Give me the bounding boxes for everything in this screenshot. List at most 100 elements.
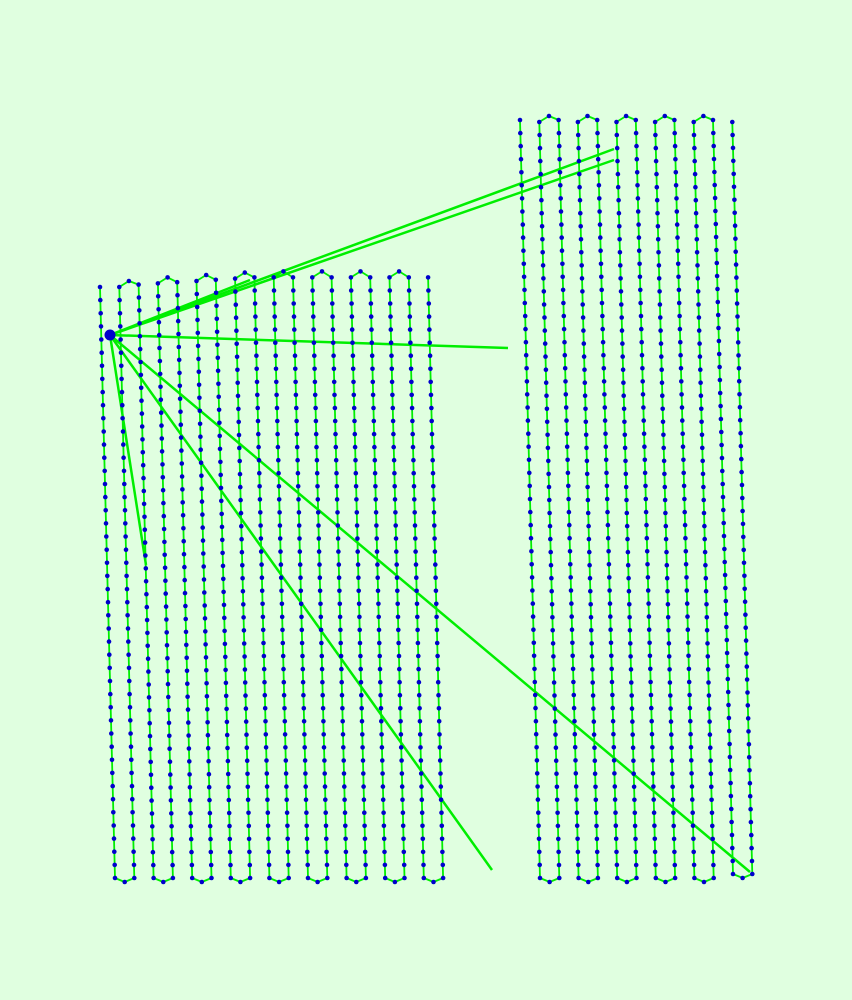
waypoint-dot — [614, 862, 620, 868]
waypoint-dot — [597, 196, 602, 201]
home-icon[interactable] — [104, 329, 116, 341]
waypoint-dot — [293, 392, 299, 398]
waypoint-dot — [341, 771, 347, 776]
waypoint-dot — [673, 156, 678, 162]
waypoint-dot — [679, 379, 684, 384]
waypoint-dot — [130, 810, 135, 815]
waypoint-dot — [741, 547, 746, 553]
waypoint-dot — [317, 575, 323, 580]
waypoint-dot — [720, 468, 725, 474]
waypoint-dot — [176, 344, 182, 350]
waypoint-dot — [685, 627, 691, 632]
waypoint-dot — [266, 849, 272, 855]
waypoint-dot — [716, 325, 721, 331]
waypoint-dot — [421, 862, 426, 868]
waypoint-dot — [522, 287, 527, 293]
waypoint-dot — [355, 549, 361, 554]
waypoint-dot — [179, 461, 185, 466]
waypoint-dot — [706, 680, 711, 685]
waypoint-dot — [647, 640, 652, 646]
waypoint-dot — [431, 879, 436, 885]
waypoint-dot — [222, 628, 227, 634]
waypoint-dot — [730, 132, 735, 138]
waypoint-dot — [124, 586, 130, 592]
waypoint-dot — [278, 575, 284, 580]
waypoint-dot — [439, 823, 445, 829]
waypoint-dot — [304, 823, 310, 829]
waypoint-dot — [214, 329, 220, 335]
waypoint-dot — [574, 810, 580, 815]
waypoint-dot — [662, 471, 667, 477]
waypoint-dot — [157, 345, 162, 351]
waypoint-dot — [218, 472, 223, 478]
waypoint-dot — [111, 836, 117, 841]
waypoint-dot — [159, 449, 165, 454]
waypoint-dot — [587, 549, 592, 555]
waypoint-dot — [122, 494, 127, 500]
waypoint-dot — [675, 248, 681, 253]
waypoint-dot — [360, 732, 365, 737]
waypoint-dot — [611, 731, 616, 737]
waypoint-dot — [138, 385, 144, 391]
waypoint-dot — [275, 418, 280, 424]
waypoint-dot — [201, 551, 206, 556]
waypoint-dot — [522, 313, 528, 319]
waypoint-dot — [233, 302, 239, 308]
home-layer[interactable] — [104, 329, 116, 341]
waypoint-dot — [713, 234, 719, 240]
waypoint-dot — [342, 784, 347, 789]
waypoint-dot — [203, 655, 209, 660]
waypoint-dot — [239, 536, 244, 542]
waypoint-dot — [105, 586, 110, 592]
waypoint-dot — [589, 628, 594, 633]
flight-path-segment — [99, 286, 116, 879]
waypoint-dot — [649, 731, 655, 737]
waypoint-dot — [108, 718, 114, 723]
waypoint-dot — [103, 521, 109, 526]
waypoint-dot — [638, 287, 643, 293]
waypoint-dot — [597, 222, 603, 227]
waypoint-dot — [223, 693, 229, 699]
waypoint-dot — [208, 862, 214, 868]
waypoint-dot — [718, 403, 723, 409]
waypoint-dot — [397, 679, 402, 685]
waypoint-dot — [318, 601, 323, 607]
waypoint-dot — [185, 694, 190, 699]
waypoint-dot — [600, 313, 605, 319]
waypoint-dot — [693, 210, 699, 216]
waypoint-dot — [721, 507, 726, 513]
waypoint-dot — [395, 601, 401, 607]
waypoint-dot — [745, 690, 750, 695]
waypoint-dot — [636, 248, 642, 253]
waypoint-dot — [120, 402, 125, 408]
waypoint-dot — [684, 601, 690, 606]
waypoint-dot — [595, 143, 601, 149]
waypoint-dot — [387, 275, 392, 280]
waypoint-dot — [216, 381, 221, 387]
waypoint-dot — [681, 483, 687, 489]
waypoint-dot — [636, 235, 642, 240]
waypoint-dot — [610, 718, 616, 724]
waypoint-dot — [708, 771, 714, 776]
waypoint-dot — [702, 523, 707, 529]
waypoint-dot — [128, 744, 134, 749]
waypoint-dot — [353, 470, 359, 476]
waypoint-dot — [630, 732, 635, 737]
waypoint-dot — [188, 823, 194, 829]
waypoint-dot — [589, 654, 595, 659]
waypoint-dot — [644, 549, 650, 554]
waypoint-dot — [711, 143, 716, 149]
waypoint-dot — [636, 222, 641, 227]
waypoint-dot — [127, 678, 132, 684]
waypoint-dot — [350, 353, 356, 359]
waypoint-dot — [213, 277, 219, 283]
waypoint-dot — [234, 328, 239, 334]
waypoint-dot — [379, 745, 385, 750]
waypoint-dot — [235, 380, 240, 386]
waypoint-dot — [123, 521, 128, 526]
waypoint-dot — [161, 500, 166, 506]
waypoint-dot — [376, 601, 381, 607]
waypoint-dot — [186, 746, 192, 751]
waypoint-dot — [351, 392, 357, 398]
